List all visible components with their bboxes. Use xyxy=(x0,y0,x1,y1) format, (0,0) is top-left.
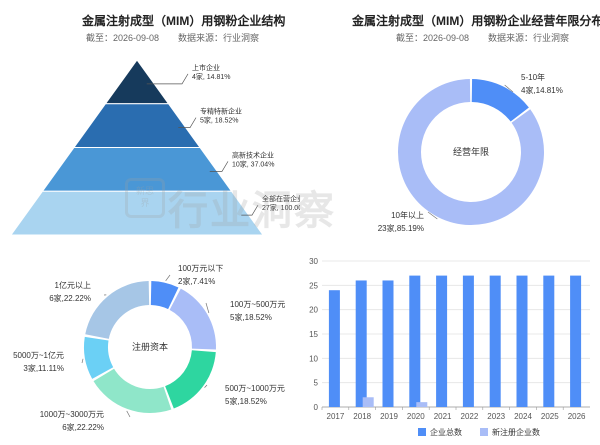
capital-donut-slice-6 xyxy=(85,281,150,339)
pyramid-level-value: 4家, 14.81% xyxy=(192,72,231,81)
bar-xtick-label: 2025 xyxy=(541,412,559,421)
pyramid-level-name: 上市企业 xyxy=(192,63,220,72)
capital-donut-slice-value: 5家,18.52% xyxy=(230,312,272,322)
bar-xtick-label: 2023 xyxy=(487,412,505,421)
years-donut-slice-value: 4家,14.81% xyxy=(521,85,563,95)
bar-xtick-label: 2026 xyxy=(568,412,586,421)
capital-donut-slice-value: 6家,22.22% xyxy=(62,422,104,432)
bar-xtick-label: 2024 xyxy=(514,412,532,421)
bar-ytick-label: 0 xyxy=(314,403,319,412)
capital-donut-slice-name: 500万~1000万元 xyxy=(225,384,285,393)
bar-企业总数-2024 xyxy=(516,275,528,407)
pyramid-level-value: 5家, 18.52% xyxy=(200,116,239,125)
capital-donut-panel: 100万元以下 2家,7.41% 100万~500万元 5家,18.52% 500万~1… xyxy=(0,245,300,445)
bar-企业总数-2020 xyxy=(409,275,421,407)
pyramid-leader-line xyxy=(146,73,189,85)
bar-xtick-label: 2020 xyxy=(407,412,425,421)
pyramid-panel: 金属注射成型（MIM）用钢粉企业结构 截至：2026-09-08 数据来源：行业… xyxy=(0,0,300,240)
bar-新注册企业数-2020 xyxy=(416,402,428,407)
pyramid-subtitle-date: 截至：2026-09-08 xyxy=(86,33,160,43)
bar-企业总数-2019 xyxy=(382,280,394,407)
bar-企业总数-2021 xyxy=(436,275,448,407)
bar-legend-label: 企业总数 xyxy=(430,427,462,437)
capital-donut-slice-name: 1000万~3000万元 xyxy=(40,410,104,419)
years-donut-leader-line xyxy=(427,211,438,220)
bar-企业总数-2022 xyxy=(462,275,474,407)
capital-donut-slice-3 xyxy=(165,350,216,409)
capital-donut-slice-value: 6家,22.22% xyxy=(49,293,91,303)
bar-xtick-label: 2017 xyxy=(327,412,345,421)
bar-ytick-label: 15 xyxy=(309,330,318,339)
capital-donut-slice-value: 2家,7.41% xyxy=(178,276,215,286)
bar-企业总数-2023 xyxy=(489,275,501,407)
capital-donut-slice-value: 5家,18.52% xyxy=(225,396,267,406)
bar-ytick-label: 30 xyxy=(309,257,318,266)
bar-xtick-label: 2019 xyxy=(380,412,398,421)
bar-xtick-label: 2022 xyxy=(461,412,479,421)
capital-donut-slice-5 xyxy=(83,336,114,379)
bar-企业总数-2025 xyxy=(543,275,555,407)
pyramid-level-value: 10家, 37.04% xyxy=(232,159,274,168)
years-donut-panel: 金属注射成型（MIM）用钢粉企业经营年限分布 截至：2026-09-08 数据来… xyxy=(300,0,600,240)
capital-donut-slice-2 xyxy=(169,288,216,350)
pyramid-leader-line xyxy=(178,117,197,128)
pyramid-level-4 xyxy=(10,190,264,236)
bar-ytick-label: 20 xyxy=(309,306,318,315)
pyramid-level-name: 高新技术企业 xyxy=(232,150,274,159)
capital-donut-slice-name: 1亿元以上 xyxy=(55,280,91,290)
pyramid-leader-line xyxy=(241,204,259,216)
watermark-logo: 新思界 xyxy=(125,178,165,218)
capital-donut-leader-line xyxy=(81,358,84,364)
capital-donut-leader-line xyxy=(204,384,208,388)
capital-donut-slice-4 xyxy=(93,368,172,413)
capital-donut-slice-1 xyxy=(150,281,179,310)
years-donut-slice-1 xyxy=(471,79,529,122)
capital-donut-leader-line xyxy=(165,274,171,282)
years-donut-leader-line xyxy=(504,84,514,93)
capital-donut-center-label: 注册资本 xyxy=(132,341,168,352)
bar-legend-swatch xyxy=(418,428,426,436)
years-donut-chart: 5-10年 4家,14.81% 10年以上 23家,85.19% 经营年限 xyxy=(378,72,563,233)
years-donut-slice-2 xyxy=(398,79,544,225)
years-donut-slice-value: 23家,85.19% xyxy=(378,223,424,233)
pyramid-title: 金属注射成型（MIM）用钢粉企业结构 xyxy=(82,14,286,28)
bar-legend-swatch xyxy=(480,428,488,436)
pyramid-level-value: 27家, 100.00% xyxy=(262,203,300,212)
pyramid-subtitle-source: 数据来源：行业洞察 xyxy=(178,33,260,43)
pyramid-level-2 xyxy=(73,103,201,148)
capital-donut-leader-line xyxy=(205,302,210,314)
bar-xtick-label: 2018 xyxy=(353,412,371,421)
years-donut-subtitle-source: 数据来源：行业洞察 xyxy=(488,33,570,43)
bar-ytick-label: 5 xyxy=(314,379,319,388)
pyramid-level-1 xyxy=(104,59,170,105)
bar-企业总数-2018 xyxy=(355,280,367,407)
years-donut-center-label: 经营年限 xyxy=(453,146,489,157)
bar-panel: 0 5 10 15 20 25 30 2017 2018 2019 2020 2021 2022 2023… xyxy=(300,245,600,445)
capital-donut-slice-name: 5000万~1亿元 xyxy=(13,350,64,360)
capital-donut-leader-line xyxy=(126,410,131,418)
bar-ytick-label: 10 xyxy=(309,354,318,363)
capital-donut-slice-name: 100万元以下 xyxy=(178,264,223,273)
pyramid-leader-line xyxy=(209,161,229,172)
years-donut-title: 金属注射成型（MIM）用钢粉企业经营年限分布 xyxy=(352,14,600,28)
bar-xtick-label: 2021 xyxy=(434,412,452,421)
pyramid-level-name: 全部在营企业 xyxy=(262,194,300,203)
bar-ytick-label: 25 xyxy=(309,281,318,290)
bar-企业总数-2026 xyxy=(570,275,582,407)
capital-donut-slice-name: 100万~500万元 xyxy=(230,300,285,309)
pyramid-level-name: 专精特新企业 xyxy=(200,107,242,116)
years-donut-subtitle-date: 截至：2026-09-08 xyxy=(396,33,470,43)
years-donut-slice-name: 5-10年 xyxy=(521,72,545,82)
years-donut-slice-name: 10年以上 xyxy=(391,210,424,220)
capital-donut-chart: 100万元以下 2家,7.41% 100万~500万元 5家,18.52% 500万~1… xyxy=(13,264,285,432)
bar-企业总数-2017 xyxy=(328,290,340,407)
bar-legend-label: 新注册企业数 xyxy=(492,427,540,437)
bar-新注册企业数-2018 xyxy=(362,397,374,407)
capital-donut-slice-value: 3家,11.11% xyxy=(23,363,64,373)
